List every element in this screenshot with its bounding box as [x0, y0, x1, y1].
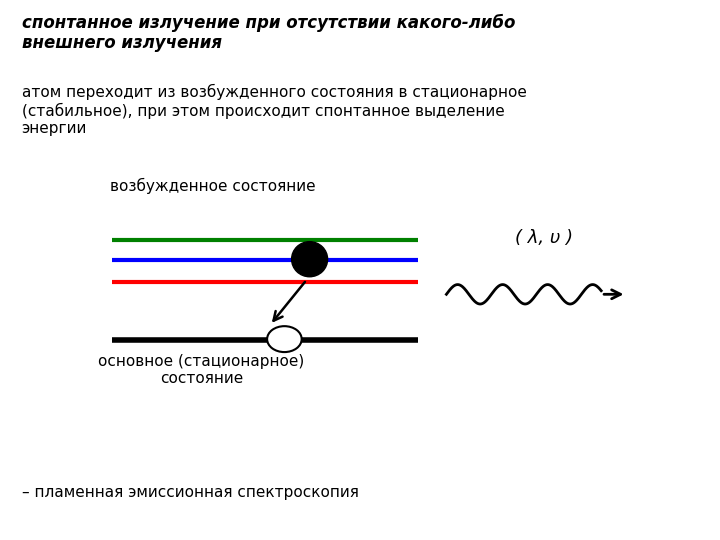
Text: основное (стационарное)
состояние: основное (стационарное) состояние: [99, 354, 305, 386]
Text: ( λ, υ ): ( λ, υ ): [515, 228, 572, 247]
Text: спонтанное излучение при отсутствии какого-либо
внешнего излучения: спонтанное излучение при отсутствии како…: [22, 14, 515, 52]
Circle shape: [267, 326, 302, 352]
Text: возбужденное состояние: возбужденное состояние: [109, 178, 315, 194]
Text: атом переходит из возбужденного состояния в стационарное
(стабильное), при этом : атом переходит из возбужденного состояни…: [22, 84, 526, 136]
Ellipse shape: [292, 241, 328, 276]
Text: – пламенная эмиссионная спектроскопия: – пламенная эмиссионная спектроскопия: [22, 484, 359, 500]
